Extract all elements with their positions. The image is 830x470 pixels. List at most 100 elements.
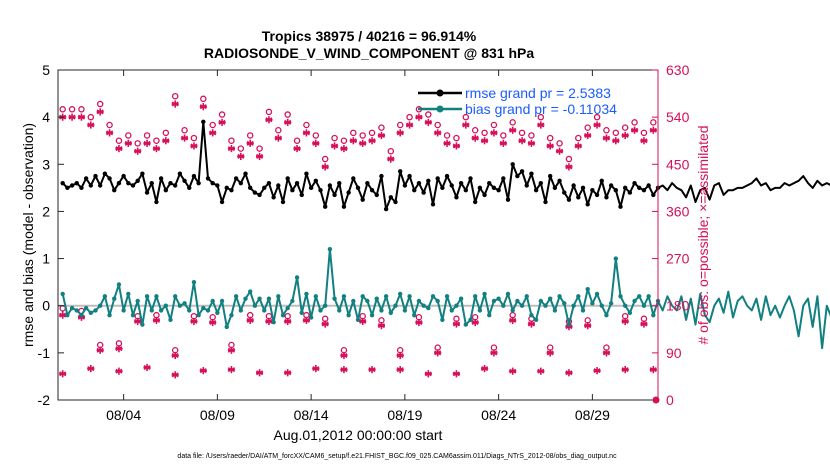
bias-point: [487, 312, 492, 318]
rmse-point: [294, 180, 300, 186]
bias-point: [102, 294, 108, 299]
count-assimilated-marker: [630, 126, 639, 134]
rmse-point: [276, 183, 281, 188]
count-low-assimilated-marker: [452, 320, 461, 328]
rmse-point: [69, 183, 75, 188]
rmse-point: [135, 178, 140, 183]
count-bottom-marker: [171, 371, 179, 379]
count-bottom-marker: [59, 370, 67, 378]
rmse-point: [112, 188, 117, 193]
bias-point: [501, 303, 506, 308]
bias-point: [112, 296, 117, 301]
count-assimilated-marker: [424, 118, 432, 126]
count-assimilated-marker: [143, 139, 151, 147]
rmse-point: [651, 192, 656, 198]
bias-point: [262, 308, 267, 313]
count-possible-marker: [59, 106, 66, 113]
left-tick-label: 4: [42, 109, 50, 125]
count-possible-marker: [143, 132, 151, 139]
count-possible-marker: [481, 129, 488, 137]
bias-point: [219, 298, 225, 304]
count-low-assimilated-marker: [509, 316, 517, 324]
count-low-assimilated-marker: [302, 316, 311, 324]
count-assimilated-marker: [124, 139, 132, 147]
bias-point: [608, 301, 614, 306]
bias-point: [538, 298, 544, 304]
count-possible-marker: [96, 100, 104, 108]
bias-point: [74, 308, 79, 313]
count-bottom-marker: [255, 369, 264, 377]
bias-point: [276, 294, 281, 299]
count-possible-marker: [500, 132, 507, 139]
bias-point: [585, 287, 590, 292]
count-possible-marker: [612, 129, 620, 137]
left-tick-label: 5: [42, 62, 50, 78]
count-assimilated-marker: [434, 129, 442, 137]
count-possible-marker: [565, 155, 573, 163]
bias-point: [299, 310, 304, 315]
rmse-point: [383, 206, 389, 212]
bias-point: [458, 296, 464, 301]
bias-point: [547, 296, 553, 301]
count-low-assimilated-marker: [134, 317, 142, 326]
rmse-point: [313, 178, 319, 183]
count-low-assimilated-marker: [359, 317, 367, 326]
rmse-point: [360, 197, 365, 202]
rmse-point: [421, 190, 426, 195]
left-tick-label: 2: [42, 203, 50, 219]
bias-point: [426, 305, 431, 311]
bias-point: [294, 275, 300, 280]
bias-point: [93, 308, 98, 313]
bias-point: [594, 291, 600, 297]
count-low-assimilated-marker: [59, 311, 67, 319]
count-assimilated-marker: [462, 121, 470, 129]
rmse-point: [318, 188, 323, 193]
rmse-point: [177, 171, 183, 176]
count-possible-marker: [387, 147, 395, 155]
count-assimilated-marker: [368, 137, 376, 145]
count-possible-marker: [593, 113, 601, 121]
count-assimilated-marker: [612, 137, 620, 145]
bias-point: [280, 312, 286, 318]
rmse-point: [168, 180, 173, 186]
count-possible-marker: [490, 121, 498, 129]
rmse-point: [158, 176, 164, 181]
rmse-point: [257, 192, 262, 198]
bias-point: [187, 308, 192, 313]
rmse-point: [393, 199, 398, 205]
rmse-point: [557, 178, 562, 183]
rmse-point: [613, 188, 619, 193]
count-low-assimilated-marker: [321, 320, 329, 328]
count-possible-marker: [453, 134, 460, 142]
bias-point: [491, 298, 497, 304]
count-bottom-marker: [87, 364, 95, 373]
bias-point: [576, 294, 581, 299]
count-low-assimilated-marker: [115, 345, 123, 353]
bias-point: [304, 291, 309, 297]
bias-point: [79, 312, 84, 318]
bias-point: [477, 308, 483, 313]
bias-point: [126, 291, 131, 297]
rmse-point: [562, 190, 567, 195]
count-assimilated-marker: [171, 100, 179, 108]
count-possible-marker: [246, 132, 254, 139]
bias-point: [397, 291, 403, 297]
rmse-series: [60, 119, 830, 212]
count-bottom-marker: [565, 369, 573, 377]
rmse-point: [477, 185, 483, 191]
left-axis-label: rmse and bias (model - observation): [20, 123, 36, 347]
bias-point: [482, 291, 487, 297]
count-assimilated-marker: [415, 113, 423, 121]
count-assimilated-marker: [312, 139, 320, 147]
bias-point: [191, 279, 197, 285]
bias-point: [210, 298, 215, 304]
bias-point: [472, 294, 478, 299]
bias-point: [271, 320, 276, 325]
count-possible-marker: [162, 129, 170, 137]
count-assimilated-marker: [555, 147, 564, 155]
bias-point: [97, 303, 103, 308]
count-possible-marker: [218, 111, 226, 118]
bias-point: [65, 312, 70, 318]
rmse-point: [107, 176, 112, 181]
count-possible-marker: [106, 121, 113, 129]
